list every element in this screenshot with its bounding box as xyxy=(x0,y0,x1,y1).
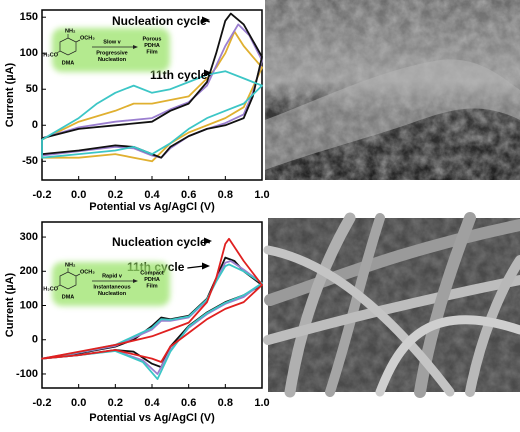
annotation: Nucleation cycle xyxy=(112,14,207,28)
inset-label: Rapid v xyxy=(102,273,123,279)
inset-label: OCH₃ xyxy=(80,269,95,275)
cv-curve xyxy=(41,263,263,380)
x-tick-label: -0.2 xyxy=(33,397,52,409)
annotation: 11th cycle xyxy=(150,68,208,82)
inset-label: Progressive xyxy=(96,50,128,56)
bond xyxy=(56,284,61,288)
sem-image-fibers xyxy=(263,212,520,398)
x-tick-label: 0.0 xyxy=(71,189,86,201)
y-tick-label: 100 xyxy=(20,47,38,59)
inset-arrow-head xyxy=(133,45,138,49)
y-tick-label: -100 xyxy=(16,368,38,380)
x-tick-label: 0.6 xyxy=(181,189,196,201)
inset-label: Film xyxy=(146,49,157,55)
y-tick-label: 100 xyxy=(20,299,38,311)
arrow-head xyxy=(202,16,210,24)
inset-label: DMA xyxy=(62,60,75,66)
cv-curve xyxy=(41,260,263,375)
y-tick-label: 150 xyxy=(20,11,38,23)
bond xyxy=(75,273,81,277)
annotation-arrow xyxy=(187,265,205,269)
inset: NH₂ OCH₃ H₃CO DMA Rapid v InstantaneousNuclea… xyxy=(43,262,170,306)
inset-arrow-head xyxy=(133,279,138,283)
x-tick-label: 0.2 xyxy=(108,397,123,409)
inset-label: Compact xyxy=(140,270,164,276)
annotation: Nucleation cycle xyxy=(112,235,207,249)
x-tick-label: 0.4 xyxy=(144,397,160,409)
inset-label: H₃CO xyxy=(43,286,58,292)
sem-image-porous xyxy=(265,0,520,180)
cv-curve xyxy=(41,70,263,159)
cv-curve xyxy=(41,237,263,363)
inset-glow xyxy=(52,28,170,72)
x-axis-title: Potential vs Ag/AgCl (V) xyxy=(89,412,215,424)
inset-glow xyxy=(52,262,170,306)
inset-label: OCH₃ xyxy=(80,35,95,41)
inset-label: Slow v xyxy=(103,39,121,45)
inset-label: H₃CO xyxy=(43,52,58,58)
x-tick-label: -0.2 xyxy=(33,189,52,201)
arrow-head xyxy=(202,262,210,270)
y-tick-label: 0 xyxy=(32,334,38,346)
y-tick-label: 200 xyxy=(20,265,38,277)
arrow-head xyxy=(204,69,212,77)
x-tick-label: 1.0 xyxy=(254,189,269,201)
inset-label: Film xyxy=(146,283,157,289)
x-tick-label: 1.0 xyxy=(254,397,269,409)
inset-label: Nucleation xyxy=(98,57,127,63)
y-tick-label: -50 xyxy=(22,155,38,167)
x-tick-label: 0.2 xyxy=(108,189,123,201)
x-tick-label: 0.8 xyxy=(218,189,233,201)
inset-label: Nucleation xyxy=(98,291,127,297)
cv-curve xyxy=(41,30,263,163)
inset-label: PDHA xyxy=(144,277,160,283)
y-tick-label: 50 xyxy=(26,83,38,95)
arrow-head xyxy=(204,237,212,245)
y-tick-label: 300 xyxy=(20,231,38,243)
y-tick-label: 0 xyxy=(32,119,38,131)
bond xyxy=(75,39,81,43)
bond xyxy=(56,50,61,54)
y-axis-title: Current (µA) xyxy=(4,62,16,127)
inset-label: NH₂ xyxy=(65,262,76,268)
x-axis-title: Potential vs Ag/AgCl (V) xyxy=(89,201,215,213)
y-axis-title: Current (µA) xyxy=(4,272,16,337)
x-tick-label: 0.0 xyxy=(71,397,86,409)
x-tick-label: 0.6 xyxy=(181,397,196,409)
inset-label: PDHA xyxy=(144,43,160,49)
x-tick-label: 0.8 xyxy=(218,397,233,409)
inset-label: Porous xyxy=(143,36,162,42)
inset-label: DMA xyxy=(62,294,75,300)
x-tick-label: 0.4 xyxy=(144,189,160,201)
inset: NH₂ OCH₃ H₃CO DMA Slow v ProgressiveNucleatio… xyxy=(43,28,170,72)
inset-label: NH₂ xyxy=(65,28,76,34)
inset-label: Instantaneous xyxy=(93,284,130,290)
